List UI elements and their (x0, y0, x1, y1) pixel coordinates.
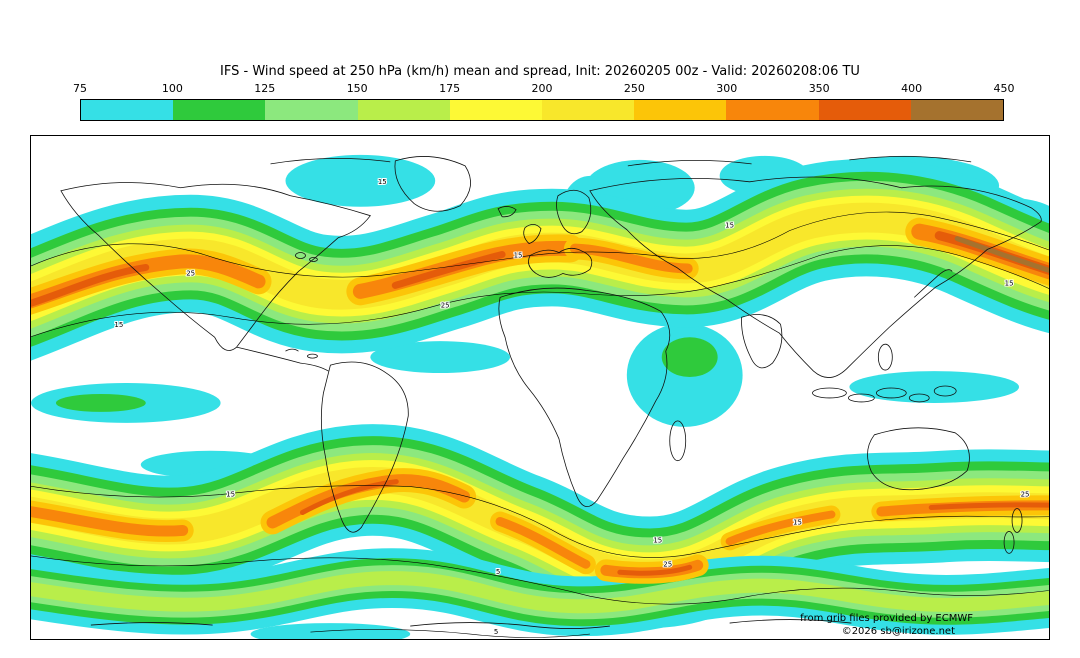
contour-label: 5 (494, 628, 498, 636)
south-secondary-streak (31, 548, 1049, 637)
attribution-ecmwf: from grib files provided by ECMWF (800, 613, 973, 624)
colorbar-segment-150-175 (357, 100, 450, 120)
contour-label-layer: 15 25 15 15 25 15 15 15 15 25 15 25 5 5 (113, 177, 1030, 637)
colorbar-segment-400-450 (910, 100, 1004, 120)
colorbar-segment-100-125 (173, 100, 266, 120)
contour-label: 15 (653, 536, 662, 544)
colorbar-segment-200-250 (542, 100, 635, 120)
attribution-copyright: ©2026 sb@irizone.net (841, 626, 955, 637)
colorbar-tick-label: 175 (439, 82, 461, 95)
contour-label: 25 (663, 560, 672, 568)
colorbar-segment-300-350 (726, 100, 819, 120)
green-patches (55, 337, 718, 412)
contour-label: 5 (496, 568, 500, 576)
colorbar-tick-label: 125 (254, 82, 276, 95)
spread-contours (31, 211, 1049, 638)
colorbar-segment-250-300 (634, 100, 727, 120)
colorbar-tick-label: 250 (623, 82, 645, 95)
colorbar-tick-label: 200 (531, 82, 553, 95)
colorbar-segment-75-100 (81, 100, 174, 120)
colorbar-tick-label: 350 (808, 82, 830, 95)
world-map: 15 25 15 15 25 15 15 15 15 25 15 25 5 5 from grib fil… (30, 135, 1050, 640)
contour-label: 15 (226, 491, 235, 499)
contour-label: 15 (725, 222, 734, 230)
colorbar: 75 100 125 150 175 200 250 300 350 400 450 (73, 82, 1015, 121)
colorbar-segment-125-150 (265, 100, 358, 120)
colorbar-tick-label: 100 (161, 82, 183, 95)
contour-label: 25 (186, 269, 195, 277)
colorbar-tick-label: 150 (346, 82, 368, 95)
colorbar-tick-label: 300 (716, 82, 738, 95)
wind-speed-map: 15 25 15 15 25 15 15 15 15 25 15 25 5 5 (31, 154, 1049, 639)
colorbar-gradient (80, 99, 1004, 121)
colorbar-tick-labels: 75 100 125 150 175 200 250 300 350 400 450 (73, 82, 1015, 97)
contour-label: 15 (378, 178, 387, 186)
coastlines (60, 155, 1042, 629)
contour-label: 15 (1005, 279, 1014, 287)
contour-label: 25 (441, 301, 450, 309)
contour-label: 15 (793, 518, 802, 526)
colorbar-tick-label: 75 (73, 82, 87, 95)
north-jet-cores (31, 217, 1049, 315)
chart-title: IFS - Wind speed at 250 hPa (km/h) mean … (220, 64, 860, 79)
contour-label: 15 (114, 321, 123, 329)
colorbar-segment-350-400 (818, 100, 911, 120)
contour-label: 15 (514, 252, 523, 260)
contour-label: 25 (1021, 491, 1030, 499)
colorbar-tick-label: 400 (901, 82, 923, 95)
colorbar-tick-label: 450 (993, 82, 1015, 95)
south-jet-cores (31, 468, 1049, 584)
colorbar-segment-175-200 (449, 100, 543, 120)
